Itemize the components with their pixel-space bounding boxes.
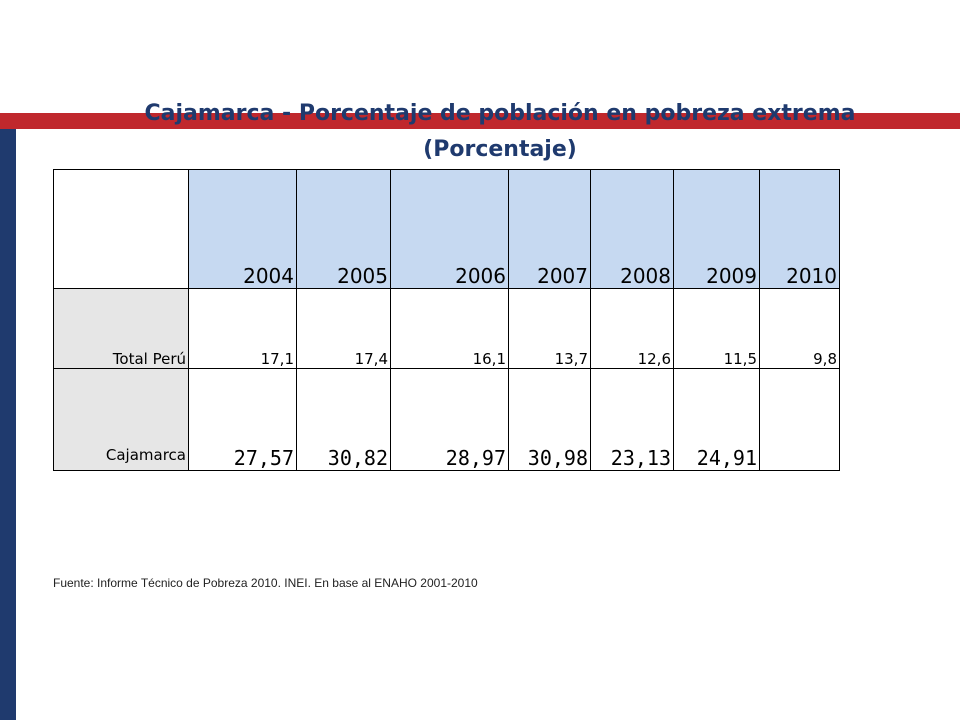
table-row-total-peru: Total Perú 17,1 17,4 16,1 13,7 12,6 11,5… — [53, 288, 840, 369]
table-row-cajamarca: Cajamarca 27,57 30,82 28,97 30,98 23,13 … — [53, 368, 840, 471]
cell-cajamarca-2006: 28,97 — [390, 368, 509, 471]
poverty-table: 2004 2005 2006 2007 2008 2009 2010 Total… — [53, 169, 840, 471]
cell-cajamarca-2005: 30,82 — [296, 368, 391, 471]
cell-cajamarca-2009: 24,91 — [673, 368, 760, 471]
cell-total-peru-2007: 13,7 — [508, 288, 591, 369]
accent-bar-top — [0, 113, 960, 129]
year-header-2009: 2009 — [673, 169, 760, 289]
accent-bar-left — [0, 129, 16, 720]
row-label-cajamarca: Cajamarca — [53, 368, 189, 471]
slide-title: Cajamarca - Porcentaje de población en p… — [40, 96, 960, 168]
cell-cajamarca-2010 — [759, 368, 840, 471]
year-header-2004: 2004 — [188, 169, 297, 289]
title-line-1: Cajamarca - Porcentaje de población en p… — [144, 101, 856, 126]
year-header-2007: 2007 — [508, 169, 591, 289]
row-label-total-peru: Total Perú — [53, 288, 189, 369]
header-corner-cell — [53, 169, 189, 289]
cell-total-peru-2009: 11,5 — [673, 288, 760, 369]
cell-cajamarca-2004: 27,57 — [188, 368, 297, 471]
source-note: Fuente: Informe Técnico de Pobreza 2010.… — [53, 576, 478, 590]
year-header-2005: 2005 — [296, 169, 391, 289]
cell-total-peru-2004: 17,1 — [188, 288, 297, 369]
cell-total-peru-2005: 17,4 — [296, 288, 391, 369]
year-header-2006: 2006 — [390, 169, 509, 289]
cell-total-peru-2010: 9,8 — [759, 288, 840, 369]
cell-cajamarca-2007: 30,98 — [508, 368, 591, 471]
year-header-2010: 2010 — [759, 169, 840, 289]
title-line-2: (Porcentaje) — [423, 137, 577, 162]
cell-total-peru-2008: 12,6 — [590, 288, 674, 369]
header-row: 2004 2005 2006 2007 2008 2009 2010 — [53, 169, 840, 289]
cell-cajamarca-2008: 23,13 — [590, 368, 674, 471]
cell-total-peru-2006: 16,1 — [390, 288, 509, 369]
year-header-2008: 2008 — [590, 169, 674, 289]
